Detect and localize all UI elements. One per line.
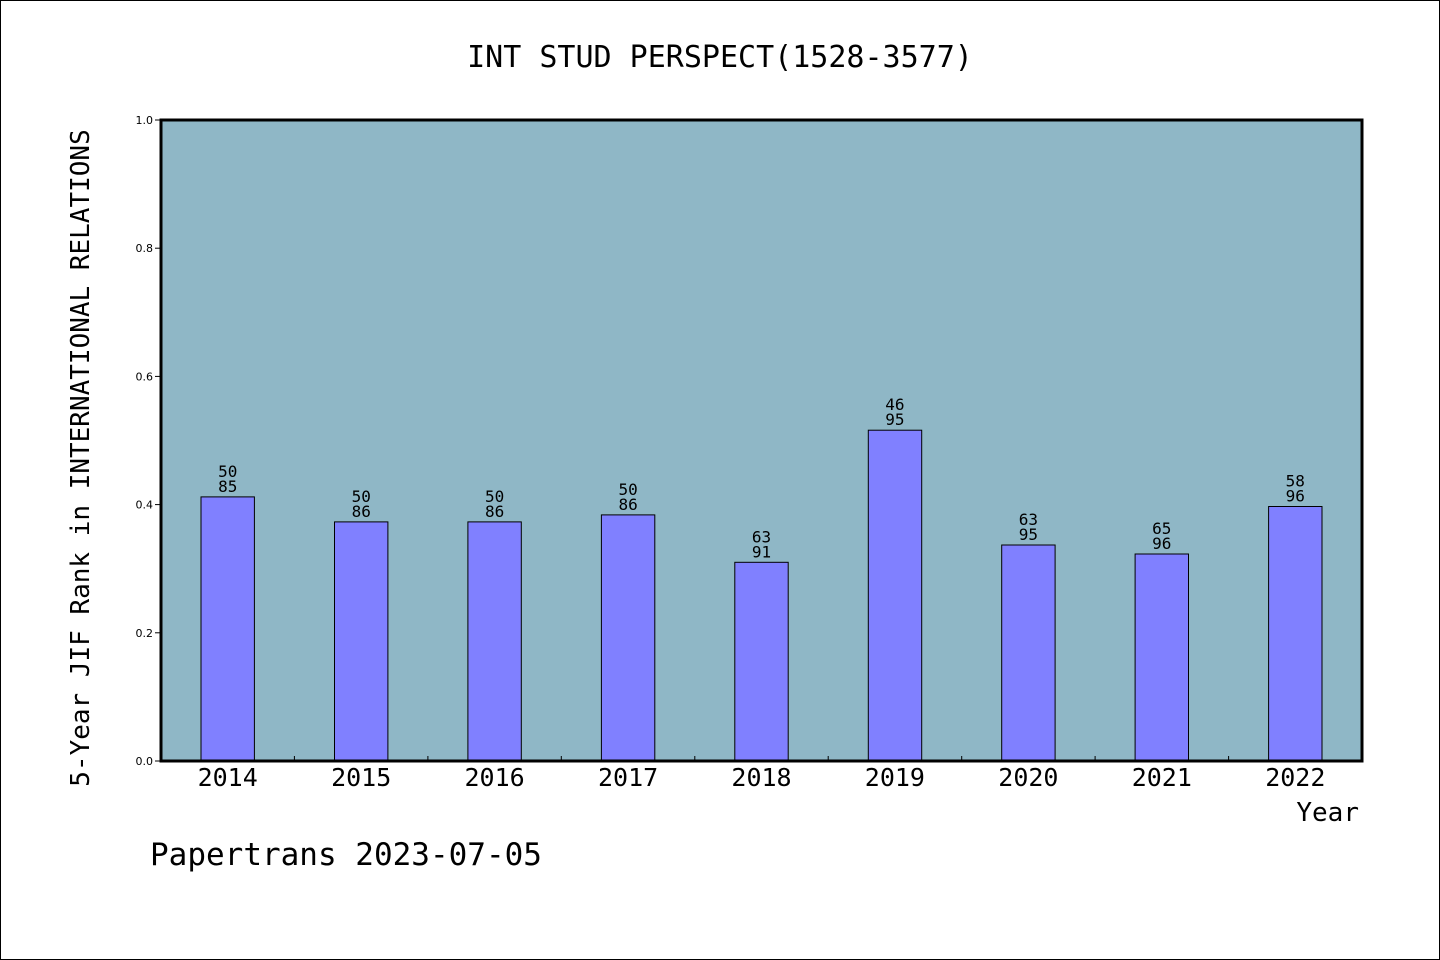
y-tick-label: 0.2: [136, 627, 154, 640]
y-tick-label: 0.4: [136, 499, 154, 512]
bar-2018: [734, 561, 789, 762]
x-tick-label-2016: 2016: [464, 763, 524, 792]
chart-title: INT STUD PERSPECT(1528-3577): [467, 40, 973, 75]
x-tick-label-2015: 2015: [331, 763, 391, 792]
bar-label-rank-2015: 50: [352, 487, 371, 506]
bar-label-rank-2014: 50: [218, 462, 237, 481]
bar-label-rank-2020: 63: [1019, 510, 1038, 529]
y-tick-label: 0.8: [136, 242, 154, 255]
bar-label-rank-2019: 46: [885, 395, 904, 414]
bar-2015: [334, 521, 389, 762]
y-axis-label: 5-Year JIF Rank in INTERNATIONAL RELATIO…: [66, 129, 96, 786]
bar-label-total-2016: 86: [485, 502, 504, 521]
x-tick-label-2018: 2018: [731, 763, 791, 792]
bar-label-total-2018: 91: [752, 542, 771, 561]
bar-2014: [200, 496, 255, 762]
bar-label-rank-2016: 50: [485, 487, 504, 506]
bar-label-total-2015: 86: [352, 502, 371, 521]
bar-label-rank-2018: 63: [752, 527, 771, 546]
footer-text: Papertrans 2023-07-05: [150, 837, 542, 873]
x-tick-label-2014: 2014: [198, 763, 258, 792]
bar-label-total-2021: 96: [1152, 534, 1171, 553]
bar-2017: [600, 514, 656, 762]
bar-2020: [1001, 544, 1056, 762]
bar-label-total-2019: 95: [885, 410, 904, 429]
bar-label-total-2022: 96: [1286, 487, 1305, 506]
bar-label-rank-2022: 58: [1286, 472, 1305, 491]
bar-2016: [467, 521, 522, 762]
bar-label-rank-2017: 50: [618, 480, 637, 499]
y-axis: 0.0 0.2 0.4 0.6 0.8 1.0: [136, 114, 161, 768]
bar-label-rank-2021: 65: [1152, 519, 1171, 538]
bar-label-total-2017: 86: [618, 495, 637, 514]
x-tick-label-2021: 2021: [1132, 763, 1192, 792]
bar-label-total-2020: 95: [1019, 525, 1038, 544]
bar-2022: [1268, 506, 1323, 762]
x-tick-label-2022: 2022: [1265, 763, 1325, 792]
y-tick-label: 0.0: [136, 755, 154, 768]
bar-label-total-2014: 85: [218, 477, 237, 496]
bar-2019: [867, 429, 923, 762]
bar-2021: [1134, 553, 1189, 762]
x-axis-label: Year: [1296, 798, 1359, 828]
plot-area-border: [159, 118, 1364, 763]
x-axis: 2014 2015 2016 2017 2018 2019 2020 2021 2022: [198, 756, 1325, 792]
bars-layer: [200, 429, 1323, 762]
y-tick-label: 0.6: [136, 370, 154, 383]
y-tick-label: 1.0: [136, 114, 154, 127]
x-tick-label-2020: 2020: [998, 763, 1058, 792]
x-tick-label-2019: 2019: [865, 763, 925, 792]
x-tick-label-2017: 2017: [598, 763, 658, 792]
